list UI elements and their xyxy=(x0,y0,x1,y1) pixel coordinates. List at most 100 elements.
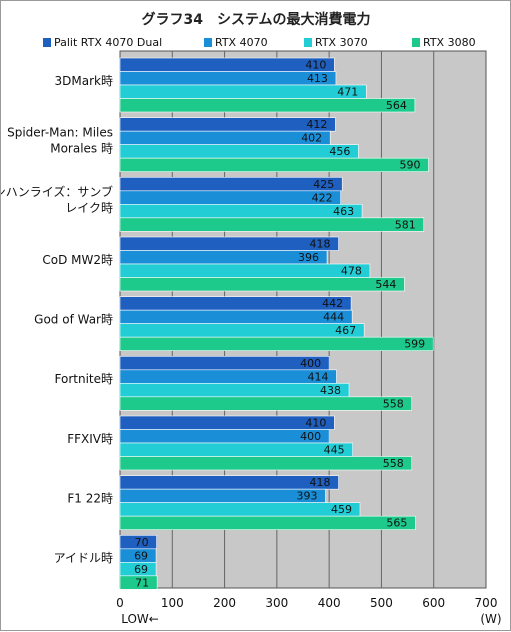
bar xyxy=(119,309,353,324)
category-label: FFXIV時 xyxy=(67,432,113,446)
legend-label: Palit RTX 4070 Dual xyxy=(54,36,162,49)
legend-swatch xyxy=(204,38,212,47)
bar-value-label: 69 xyxy=(134,563,148,576)
bar xyxy=(119,429,330,444)
bar-value-label: 565 xyxy=(386,517,407,530)
legend-label: RTX 3070 xyxy=(315,36,368,49)
legend-label: RTX 3080 xyxy=(423,36,476,49)
bar-value-label: 544 xyxy=(375,278,396,291)
bar-value-label: 599 xyxy=(404,338,425,351)
bar-value-label: 445 xyxy=(324,444,345,457)
bar-value-label: 590 xyxy=(399,159,420,172)
bar xyxy=(119,383,350,398)
x-tick-label: 200 xyxy=(213,596,236,610)
legend-swatch xyxy=(412,38,420,47)
bar-value-label: 459 xyxy=(331,503,352,516)
bar-value-label: 414 xyxy=(307,370,328,383)
x-tick-label: 0 xyxy=(116,596,124,610)
category-labels: 3DMark時 Spider-Man: Miles Morales 時モンハンライズ… xyxy=(1,74,113,565)
bar xyxy=(119,217,425,232)
bar xyxy=(119,575,158,590)
category-label: モンハンライズ：サンブ xyxy=(1,184,113,199)
bar xyxy=(119,502,361,517)
bar xyxy=(119,71,337,86)
bar-value-label: 444 xyxy=(323,311,344,324)
x-axis-ticks: 0 100 200 300 400 500 600 700 xyxy=(116,596,497,610)
bar xyxy=(119,323,365,338)
bar xyxy=(119,475,339,490)
bar xyxy=(119,456,413,471)
bar xyxy=(119,144,359,159)
x-tick-label: 700 xyxy=(475,596,498,610)
bar xyxy=(119,130,331,145)
bar xyxy=(119,204,363,219)
bar-value-label: 581 xyxy=(395,218,416,231)
x-tick-label: 600 xyxy=(422,596,445,610)
bar xyxy=(119,84,367,99)
bar-value-label: 422 xyxy=(312,191,333,204)
bar xyxy=(119,396,413,411)
bar-value-label: 442 xyxy=(322,297,343,310)
bar xyxy=(119,250,328,265)
x-tick-label: 300 xyxy=(265,596,288,610)
bar-value-label: 463 xyxy=(333,205,354,218)
bar xyxy=(119,263,371,278)
bar xyxy=(119,157,429,172)
category-label: Spider-Man: Miles xyxy=(7,126,113,140)
bar xyxy=(119,488,326,503)
category-label: God of War時 xyxy=(34,313,113,327)
bar-value-label: 69 xyxy=(134,549,148,562)
category-label: Morales 時 xyxy=(50,142,113,156)
category-label: レイク時 xyxy=(65,201,113,215)
x-tick-label: 500 xyxy=(370,596,393,610)
bar-value-label: 412 xyxy=(306,118,327,131)
legend: Palit RTX 4070 Dual RTX 4070 RTX 3070 RTX 3… xyxy=(43,36,476,49)
bar xyxy=(119,336,434,351)
category-label: Fortnite時 xyxy=(55,372,113,386)
bar-value-label: 400 xyxy=(300,357,321,370)
chart-title: グラフ34 システムの最大消費電力 xyxy=(141,11,370,28)
bar xyxy=(119,177,343,192)
bar xyxy=(119,515,416,530)
low-direction-label: LOW← xyxy=(121,612,159,626)
bar xyxy=(119,236,339,251)
bar-value-label: 410 xyxy=(305,417,326,430)
bar-value-label: 456 xyxy=(329,145,350,158)
bar-value-label: 402 xyxy=(301,132,322,145)
bar xyxy=(119,117,336,132)
category-label: CoD MW2時 xyxy=(42,253,113,267)
bar-value-label: 393 xyxy=(296,490,317,503)
category-label: アイドル時 xyxy=(54,551,113,565)
bar-value-label: 558 xyxy=(383,397,404,410)
bar xyxy=(119,57,335,72)
bar-value-label: 400 xyxy=(300,430,321,443)
bar-value-label: 410 xyxy=(305,59,326,72)
x-tick-label: 400 xyxy=(318,596,341,610)
bar-value-label: 418 xyxy=(310,238,331,251)
bar xyxy=(119,277,405,292)
x-axis-unit: (W) xyxy=(480,612,501,626)
x-tick-label: 100 xyxy=(161,596,184,610)
bar-value-label: 425 xyxy=(313,178,334,191)
category-label: F1 22時 xyxy=(67,492,113,506)
bar xyxy=(119,369,337,384)
legend-swatch xyxy=(43,38,51,47)
bar-value-label: 471 xyxy=(337,86,358,99)
bar-value-label: 418 xyxy=(310,476,331,489)
category-label: 3DMark時 xyxy=(55,74,113,88)
bar-value-label: 396 xyxy=(298,251,319,264)
bars: 4104134715644124024565904254224635814183… xyxy=(119,57,434,590)
bar xyxy=(119,98,416,113)
bar-value-label: 438 xyxy=(320,384,341,397)
legend-swatch xyxy=(304,38,312,47)
bar-value-label: 467 xyxy=(335,324,356,337)
bar xyxy=(119,190,341,205)
legend-label: RTX 4070 xyxy=(215,36,268,49)
bar-value-label: 478 xyxy=(341,265,362,278)
bar-value-label: 564 xyxy=(386,99,407,112)
bar-value-label: 70 xyxy=(135,536,149,549)
bar xyxy=(119,356,330,371)
bar xyxy=(119,296,352,311)
